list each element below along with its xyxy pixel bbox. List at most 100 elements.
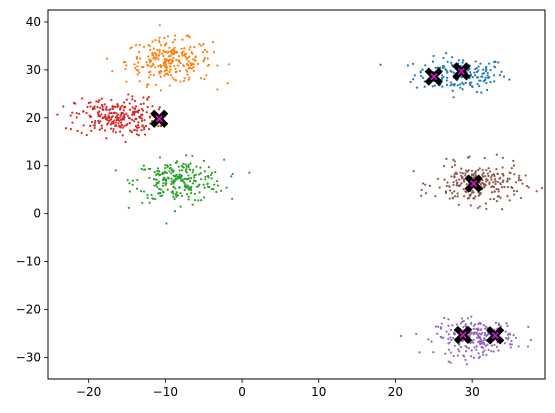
data-point <box>152 73 155 77</box>
data-point <box>165 171 168 174</box>
data-point <box>455 323 458 326</box>
data-point <box>97 100 100 104</box>
data-point <box>484 327 487 330</box>
data-point <box>187 164 190 167</box>
data-point <box>412 62 415 65</box>
data-point <box>484 76 487 79</box>
data-point <box>143 126 146 129</box>
data-point <box>493 65 496 68</box>
data-point <box>500 70 503 74</box>
data-point <box>185 165 188 168</box>
data-point <box>202 60 205 63</box>
data-point <box>62 105 65 108</box>
data-point <box>125 64 128 67</box>
data-point <box>171 190 174 193</box>
data-point <box>472 324 475 327</box>
data-point <box>172 174 175 177</box>
data-point <box>191 171 194 174</box>
data-point <box>157 180 160 183</box>
data-point <box>121 112 124 115</box>
data-point <box>469 83 472 86</box>
data-point <box>474 170 477 173</box>
data-point <box>104 113 107 117</box>
data-point <box>203 58 206 61</box>
data-point <box>474 174 477 177</box>
data-point <box>215 190 218 194</box>
x-axis: −20 −10 0 10 20 30 <box>76 379 480 399</box>
data-point <box>93 126 96 130</box>
data-point <box>191 203 194 206</box>
data-point <box>497 61 500 64</box>
data-point <box>415 332 418 336</box>
data-point <box>168 167 172 170</box>
data-point <box>451 196 455 199</box>
data-point <box>475 345 478 348</box>
data-point <box>126 179 129 182</box>
data-point <box>177 54 181 58</box>
data-point <box>113 111 116 114</box>
data-point <box>159 173 162 176</box>
data-point <box>106 123 109 126</box>
data-point <box>171 76 174 79</box>
data-point <box>169 73 172 77</box>
data-point <box>130 46 133 49</box>
data-point <box>447 333 450 336</box>
data-point <box>157 108 160 111</box>
y-tick-label: 40 <box>26 15 41 29</box>
data-point <box>127 93 130 96</box>
data-point <box>111 105 114 108</box>
data-point <box>499 176 502 179</box>
y-tick-label: 0 <box>33 207 41 221</box>
data-point <box>449 84 452 87</box>
data-point <box>501 166 504 169</box>
data-point <box>514 336 518 339</box>
data-point <box>178 69 182 73</box>
data-point <box>202 159 206 162</box>
data-point <box>490 191 494 194</box>
data-point <box>188 48 191 51</box>
data-point <box>110 111 113 115</box>
data-point <box>481 351 484 354</box>
data-point <box>456 84 459 87</box>
data-point <box>130 131 133 134</box>
data-point <box>114 169 117 172</box>
data-point <box>501 156 504 159</box>
data-point <box>187 64 190 67</box>
data-point <box>151 40 154 43</box>
data-point <box>406 64 409 67</box>
data-point <box>163 176 166 179</box>
data-point <box>203 170 206 173</box>
data-point <box>452 181 455 184</box>
data-point <box>482 183 485 186</box>
data-point <box>510 167 513 170</box>
x-tick-label: 10 <box>311 385 326 399</box>
data-point <box>494 321 498 325</box>
data-point <box>506 179 509 182</box>
data-point <box>135 133 139 136</box>
data-point <box>459 86 462 89</box>
data-point <box>510 343 513 346</box>
data-point <box>156 185 159 189</box>
data-point <box>477 69 480 72</box>
data-point <box>165 222 168 225</box>
data-point <box>196 62 200 66</box>
data-point <box>475 70 479 74</box>
data-point <box>512 334 515 337</box>
centroid-fill <box>430 73 438 81</box>
data-point <box>174 179 177 182</box>
data-point <box>465 346 469 349</box>
data-point <box>493 343 496 346</box>
data-point <box>164 164 167 167</box>
data-point <box>495 153 498 156</box>
data-point <box>451 83 454 86</box>
data-point <box>93 107 96 110</box>
data-point <box>512 164 516 167</box>
data-point <box>231 172 234 176</box>
data-point <box>419 70 422 73</box>
data-point <box>475 67 478 70</box>
data-point <box>203 196 206 199</box>
data-point <box>493 175 496 178</box>
data-point <box>436 177 439 180</box>
data-point <box>206 50 209 53</box>
data-point <box>478 181 481 185</box>
